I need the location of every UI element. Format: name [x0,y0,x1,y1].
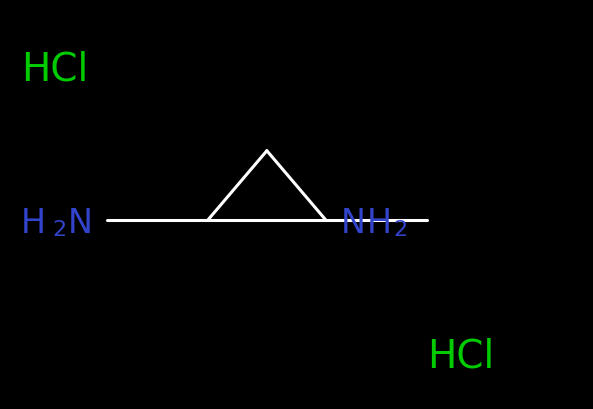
Text: H: H [21,207,46,239]
Text: 2: 2 [393,220,407,240]
Text: 2: 2 [52,220,66,240]
Text: HCl: HCl [427,337,494,375]
Text: N: N [341,207,366,239]
Text: H: H [366,207,391,239]
Text: N: N [68,207,93,239]
Text: HCl: HCl [21,51,88,88]
